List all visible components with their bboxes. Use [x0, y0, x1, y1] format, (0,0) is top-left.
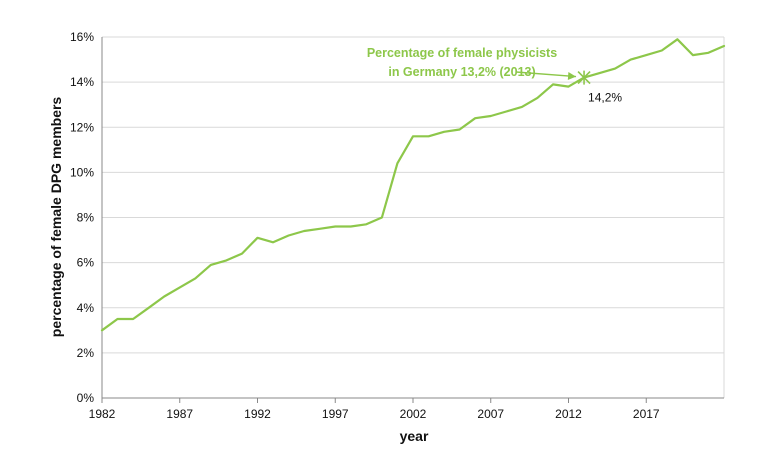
annotation-arrow: [515, 71, 577, 78]
x-tick-label: 2012: [555, 407, 582, 421]
series-line: [100, 38, 726, 332]
annotation-layer: 14,2% Percentage of female physicists in G…: [367, 46, 623, 105]
y-tick-label: 8%: [77, 211, 95, 225]
axes: 0% 2% 4% 6% 8% 10% 12% 14% 16% 1982 1987 1992 1997 20…: [70, 30, 724, 421]
y-tick-label: 6%: [77, 256, 95, 270]
grid-lines: [102, 36, 725, 398]
y-axis-title: percentage of female DPG members: [48, 97, 64, 338]
x-tick-label: 1992: [244, 407, 271, 421]
annotation-arrowhead: [567, 72, 576, 80]
annotation-marker-label: 14,2%: [588, 91, 622, 105]
y-tick-label: 10%: [70, 165, 94, 179]
y-tick-label: 16%: [70, 30, 94, 44]
y-tick-label: 4%: [77, 301, 95, 315]
x-tick-label: 2002: [400, 407, 427, 421]
x-tick-label: 1982: [89, 407, 116, 421]
x-tick-label: 1987: [166, 407, 193, 421]
annotation-text: Percentage of female physicists: [367, 46, 557, 60]
annotation-text: in Germany 13,2% (2013): [388, 65, 535, 79]
y-tick-label: 12%: [70, 120, 94, 134]
x-tick-label: 2017: [633, 407, 660, 421]
x-tick-label: 2007: [477, 407, 504, 421]
y-tick-label: 2%: [77, 346, 95, 360]
y-tick-label: 0%: [77, 391, 95, 405]
x-axis-title: year: [400, 428, 429, 444]
series-layer: [100, 38, 726, 332]
y-tick-label: 14%: [70, 75, 94, 89]
x-tick-label: 1997: [322, 407, 349, 421]
